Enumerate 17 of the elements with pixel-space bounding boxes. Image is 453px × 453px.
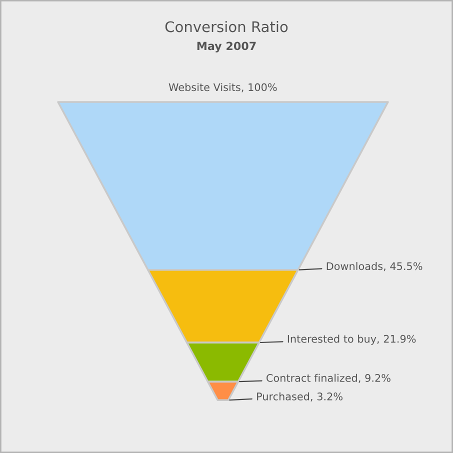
data-label: 3.2% [317,392,342,400]
category-label: Purchased [257,392,310,400]
text: , [384,268,386,272]
data-label: 100% [248,83,277,92]
text: , [242,90,244,92]
data-label: 9.2% [365,374,390,382]
text: , [358,380,360,383]
text: Conversion Ratio [165,20,288,32]
data-label: 45.5% [390,262,422,270]
category-label: Interested to buy [288,334,376,345]
text: , [310,398,312,402]
text: May 2007 [197,42,256,52]
category-label: Downloads [326,262,383,270]
category-label: Contract finalized [266,374,357,382]
category-label: Website Visits [168,83,240,92]
text: , [377,341,379,344]
data-label: 21.9% [384,334,416,343]
